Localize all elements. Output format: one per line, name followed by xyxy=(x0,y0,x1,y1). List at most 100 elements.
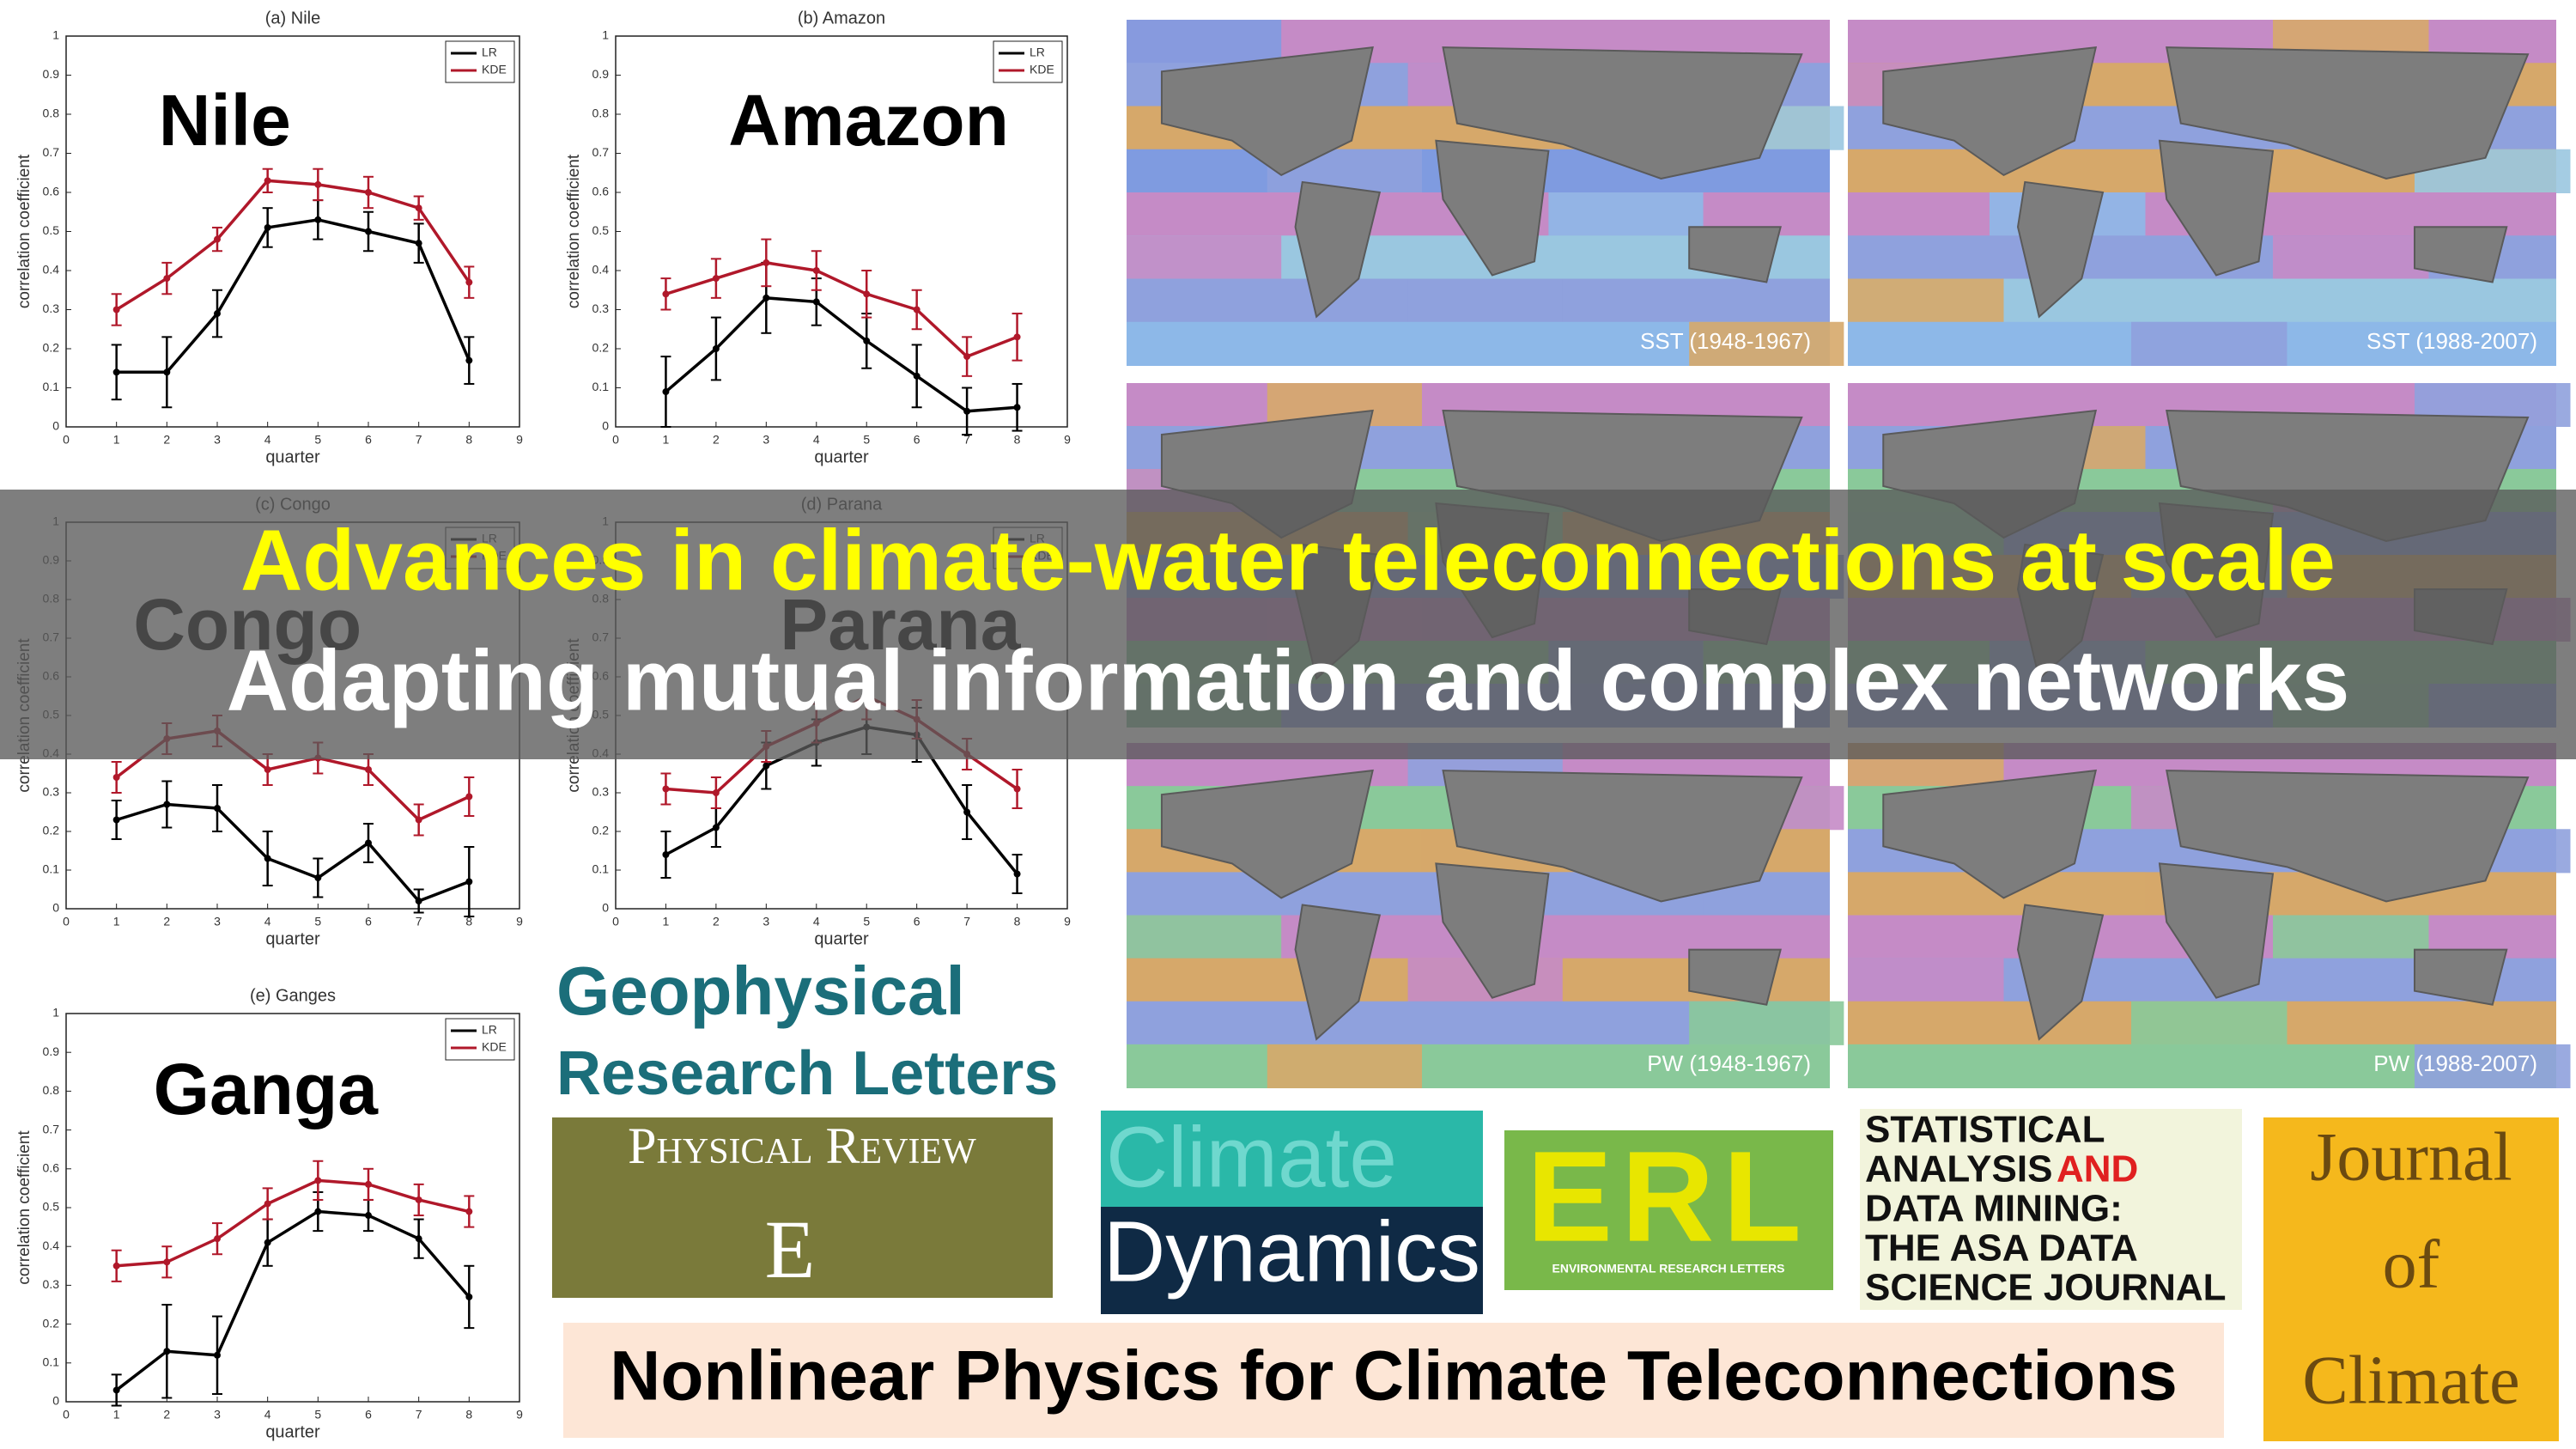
y-tick-label: 0.4 xyxy=(43,263,60,277)
map-label: SST (1988-2007) xyxy=(2366,328,2537,354)
legend-label: LR xyxy=(482,46,497,59)
map-land xyxy=(2414,948,2508,1006)
point xyxy=(465,1208,473,1215)
chart-annotation: Nile xyxy=(159,80,291,161)
plot-area xyxy=(65,1013,520,1403)
x-tick-label: 9 xyxy=(1064,433,1071,447)
erl-logo-sub: ENVIRONMENTAL RESEARCH LETTERS xyxy=(1552,1262,1785,1275)
x-tick-label: 4 xyxy=(813,433,820,447)
x-axis-label: quarter xyxy=(265,447,320,466)
series-line xyxy=(116,218,471,374)
map-label: SST (1948-1967) xyxy=(1640,328,1811,354)
legend-box xyxy=(993,40,1063,83)
point xyxy=(465,1293,473,1300)
y-tick-label: 0 xyxy=(52,1394,59,1408)
x-tick-label: 6 xyxy=(365,1408,372,1422)
banner-subtitle: Adapting mutual information and complex … xyxy=(227,632,2349,728)
point xyxy=(662,785,670,793)
x-tick-label: 7 xyxy=(416,433,422,447)
x-tick-label: 5 xyxy=(863,433,870,447)
point xyxy=(163,801,171,808)
legend-label: LR xyxy=(1030,46,1045,59)
point xyxy=(163,368,171,376)
x-tick-label: 7 xyxy=(963,915,970,928)
x-tick-label: 3 xyxy=(762,915,769,928)
point xyxy=(1013,404,1021,411)
map-region xyxy=(1548,192,1704,237)
map-land xyxy=(2158,862,2275,999)
point xyxy=(415,816,422,824)
y-tick-label: 0.7 xyxy=(43,1122,60,1135)
y-tick-label: 0.4 xyxy=(592,263,610,277)
map-land xyxy=(2166,770,2530,903)
map-land xyxy=(1160,769,1374,899)
point xyxy=(112,774,120,781)
map-land xyxy=(2016,904,2105,1041)
y-tick-label: 0.3 xyxy=(43,301,60,315)
point xyxy=(465,878,473,886)
point xyxy=(465,793,473,801)
point xyxy=(762,294,770,301)
y-tick-label: 0.8 xyxy=(592,107,610,120)
point xyxy=(465,356,473,364)
point xyxy=(264,1200,271,1208)
y-tick-label: 0.5 xyxy=(592,223,610,237)
point xyxy=(863,337,871,344)
x-tick-label: 1 xyxy=(113,915,120,928)
pre-logo: E xyxy=(765,1203,816,1295)
series-line xyxy=(116,802,470,904)
plot-area xyxy=(65,35,520,428)
y-tick-label: 0.5 xyxy=(43,1200,60,1214)
erl-logo-box xyxy=(1504,1130,1833,1290)
y-axis-label: correlation coefficient xyxy=(15,1130,33,1285)
point xyxy=(812,267,820,274)
x-tick-label: 5 xyxy=(314,433,321,447)
x-tick-label: 1 xyxy=(113,433,120,447)
map-land xyxy=(2016,180,2105,319)
point xyxy=(214,310,221,318)
map-region xyxy=(1127,1044,1830,1088)
x-axis-label: quarter xyxy=(265,929,320,948)
series-line xyxy=(115,1209,471,1391)
y-tick-label: 1 xyxy=(52,28,59,42)
point xyxy=(112,1262,120,1269)
x-tick-label: 6 xyxy=(914,433,920,447)
point xyxy=(365,839,372,847)
x-axis-label: quarter xyxy=(265,1422,320,1441)
x-tick-label: 0 xyxy=(63,433,70,447)
series-line xyxy=(665,296,1018,413)
point xyxy=(112,306,120,314)
map-region xyxy=(2273,235,2429,280)
point xyxy=(112,1386,120,1394)
point xyxy=(264,766,271,773)
x-tick-label: 7 xyxy=(416,1408,422,1422)
point xyxy=(963,353,971,361)
point xyxy=(314,1208,322,1215)
map-land xyxy=(1442,46,1803,180)
legend-label: LR xyxy=(482,1023,497,1037)
series-line xyxy=(665,261,1018,359)
point xyxy=(365,189,372,196)
y-tick-label: 0 xyxy=(602,419,609,433)
sadm-logo: STATISTICAL xyxy=(1865,1109,2105,1151)
x-tick-label: 4 xyxy=(264,915,271,928)
y-tick-label: 0.3 xyxy=(592,785,610,799)
y-tick-label: 0 xyxy=(52,419,59,433)
map-region xyxy=(2131,1001,2287,1045)
point xyxy=(712,345,720,352)
y-tick-label: 0.8 xyxy=(43,1083,60,1097)
y-tick-label: 0.8 xyxy=(43,107,60,120)
y-tick-label: 0.5 xyxy=(43,223,60,237)
y-tick-label: 0.9 xyxy=(43,1044,60,1058)
point xyxy=(415,204,422,212)
footer-box xyxy=(563,1323,2224,1438)
map-region xyxy=(1689,321,1844,366)
y-tick-label: 0.1 xyxy=(43,1355,60,1369)
pre-logo-box xyxy=(552,1117,1053,1298)
point xyxy=(863,290,871,298)
chart-annotation: Ganga xyxy=(154,1049,380,1129)
point xyxy=(415,1196,422,1203)
point xyxy=(163,1348,171,1355)
x-tick-label: 1 xyxy=(663,433,670,447)
series-line xyxy=(116,1178,470,1268)
